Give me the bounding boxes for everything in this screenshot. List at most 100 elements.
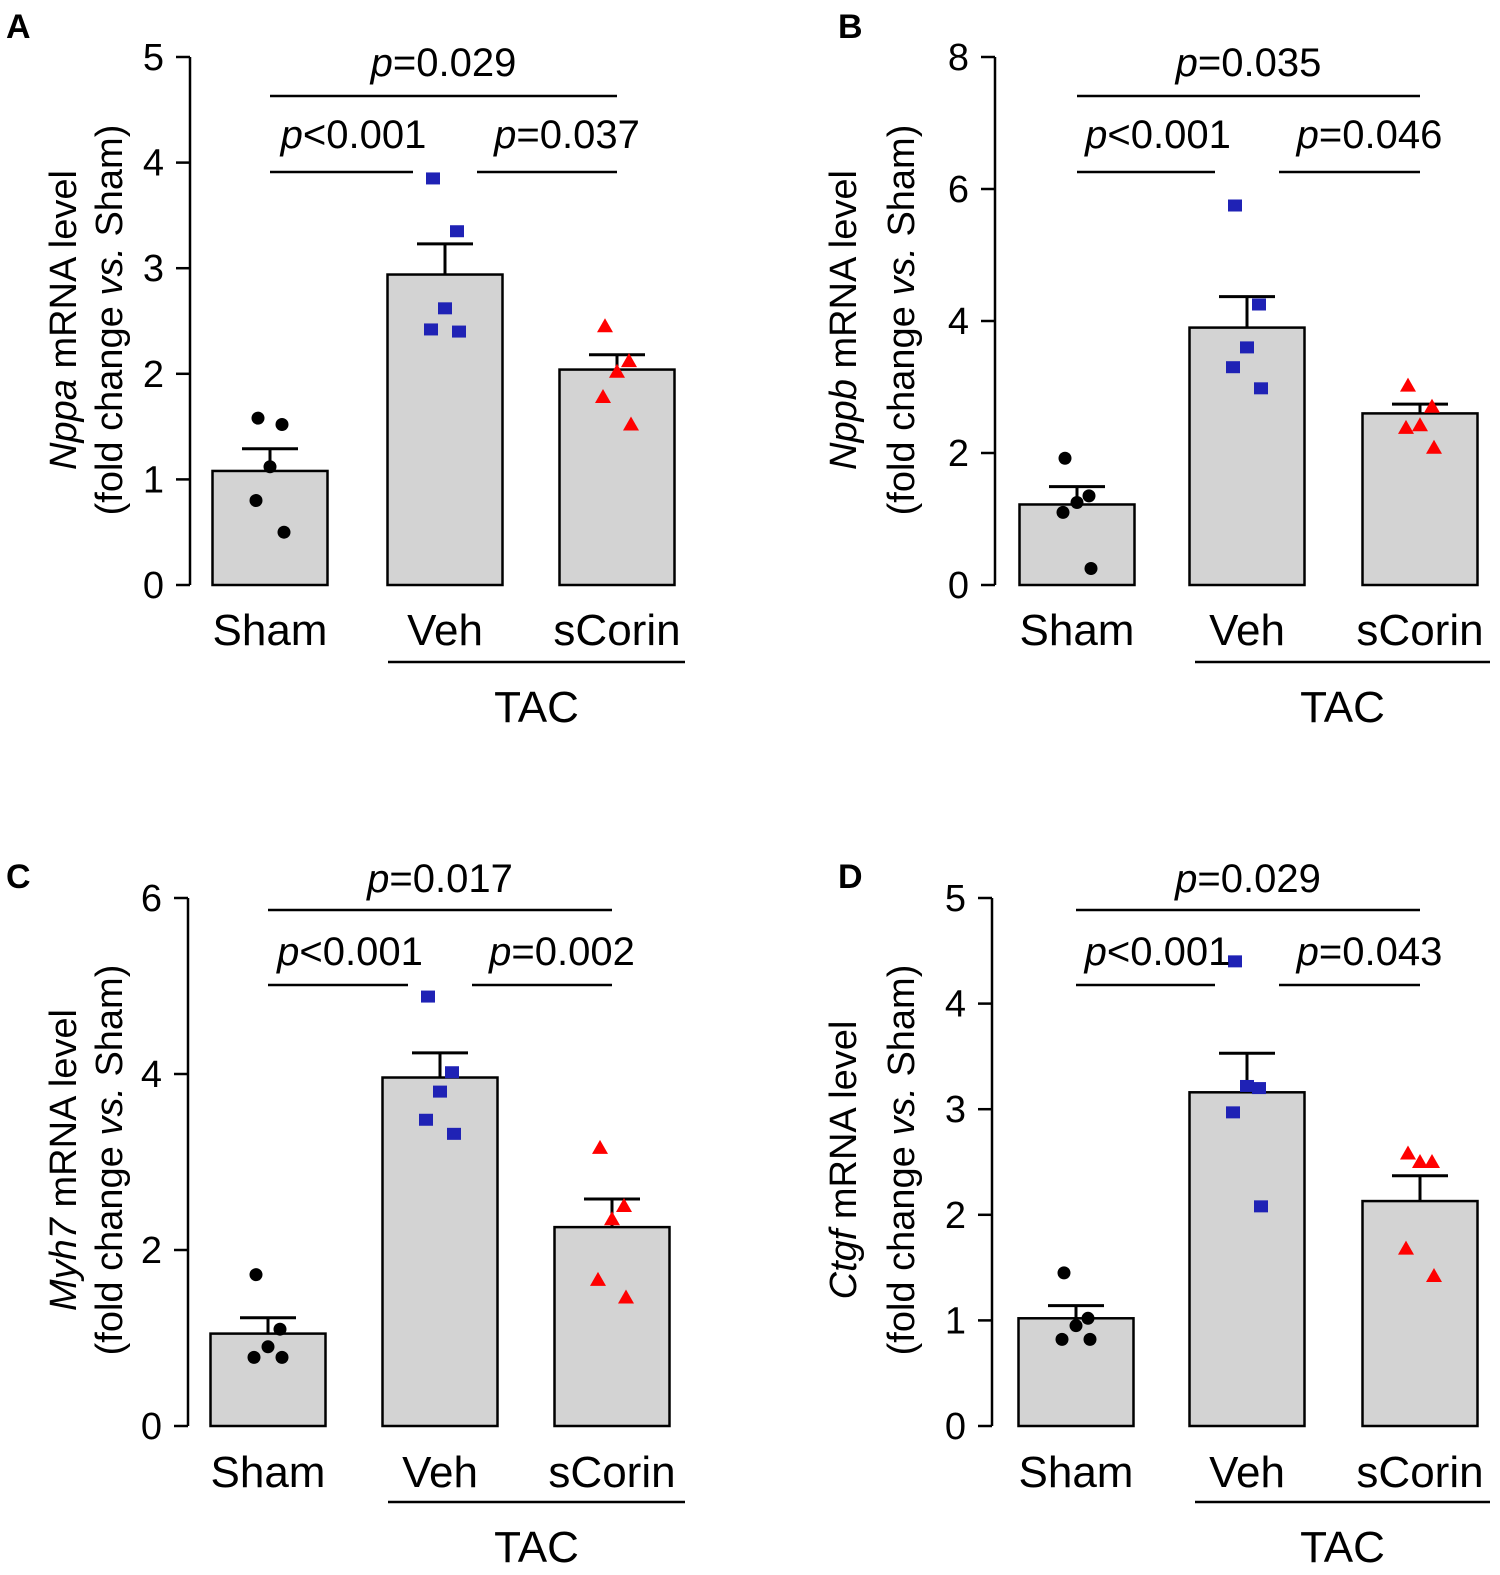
- y-axis-gene: Ctgf: [823, 1226, 865, 1299]
- y-axis-gene: Nppb: [823, 379, 865, 470]
- group-label: TAC: [494, 683, 579, 732]
- data-point: [616, 1198, 632, 1212]
- data-point: [1082, 489, 1096, 503]
- data-point: [1240, 341, 1254, 354]
- y-axis-label-line2: (fold change vs. Sham): [881, 965, 923, 1356]
- y-axis-gene: Myh7: [43, 1216, 85, 1311]
- data-point: [1412, 417, 1428, 432]
- group-label: TAC: [1300, 1523, 1385, 1572]
- y-tick-label: 8: [948, 37, 969, 79]
- y-axis-label-italic: vs.: [881, 247, 923, 296]
- y-axis-label-italic: vs.: [89, 247, 131, 296]
- y-axis-label-text: mRNA level: [43, 170, 85, 379]
- y-tick-label: 2: [143, 354, 164, 396]
- p-value: =0.029: [1197, 857, 1320, 901]
- y-axis-label-pre: (fold change: [89, 1136, 131, 1356]
- p-value: =0.017: [389, 857, 512, 901]
- y-tick-label: 2: [945, 1195, 966, 1237]
- data-point: [1070, 496, 1084, 509]
- data-point: [1398, 1240, 1414, 1255]
- p-value-label: p=0.037: [493, 113, 640, 157]
- p-value: =0.043: [1319, 930, 1442, 974]
- bar-sham: [1017, 1317, 1135, 1428]
- p-value: =0.046: [1319, 113, 1442, 157]
- y-tick-label: 4: [143, 143, 164, 185]
- p-value: <0.001: [299, 930, 422, 974]
- p-symbol: p: [366, 857, 389, 901]
- bar-veh: [1188, 326, 1306, 587]
- y-tick-label: 4: [945, 984, 966, 1026]
- y-axis-label-italic: vs.: [89, 1087, 131, 1136]
- y-axis-label-line2: (fold change vs. Sham): [89, 125, 131, 516]
- p-value-label: p=0.029: [370, 41, 517, 85]
- bar-veh: [1188, 1091, 1306, 1428]
- data-point: [277, 525, 291, 539]
- x-category-label: Sham: [211, 1448, 326, 1497]
- panel-letter: A: [6, 8, 31, 46]
- bar-scorin: [1361, 1199, 1479, 1428]
- data-point: [433, 1085, 447, 1098]
- y-axis-label-text: mRNA level: [823, 170, 865, 379]
- data-point: [1055, 1332, 1069, 1346]
- bar-sham: [211, 469, 329, 587]
- x-category-label: sCorin: [1356, 1448, 1483, 1497]
- p-value-label: p=0.002: [488, 930, 635, 974]
- y-axis-label-pre: (fold change: [881, 296, 923, 516]
- data-point: [1226, 1106, 1240, 1119]
- y-axis-label-post: Sham): [89, 125, 131, 247]
- data-point: [249, 494, 263, 508]
- p-symbol: p: [1296, 930, 1319, 974]
- data-point: [421, 990, 435, 1003]
- p-value-label: p=0.029: [1174, 857, 1321, 901]
- data-point: [424, 323, 438, 336]
- data-point: [595, 389, 611, 404]
- p-symbol: p: [1084, 930, 1107, 974]
- data-point: [426, 172, 440, 185]
- p-value: =0.035: [1198, 41, 1321, 85]
- y-axis-label: Myh7 mRNA level: [43, 1009, 85, 1311]
- data-point: [1254, 1200, 1268, 1213]
- p-symbol: p: [1175, 41, 1198, 85]
- p-symbol: p: [276, 930, 299, 974]
- x-category-label: Veh: [407, 606, 483, 655]
- panel-letter: B: [838, 8, 863, 46]
- y-tick-label: 1: [143, 459, 164, 501]
- data-point: [251, 411, 265, 425]
- panel-a: A 0 1 2 3 4 5 Nppa mRNA level(fold change vs. S…: [6, 8, 685, 732]
- x-category-label: Veh: [402, 1448, 478, 1497]
- data-point: [623, 416, 639, 431]
- bar-scorin: [1361, 412, 1479, 587]
- p-value: =0.002: [511, 930, 634, 974]
- y-axis-label-italic: vs.: [881, 1087, 923, 1136]
- data-point: [1057, 1266, 1071, 1280]
- y-tick-label: 3: [143, 248, 164, 290]
- y-axis-label-post: Sham): [881, 125, 923, 247]
- y-axis-label-text: mRNA level: [43, 1009, 85, 1218]
- y-axis-label: Ctgf mRNA level: [823, 1021, 865, 1300]
- x-category-label: Sham: [1019, 1448, 1134, 1497]
- p-value-label: p<0.001: [280, 113, 427, 157]
- data-point: [1056, 505, 1070, 519]
- y-tick-label: 4: [948, 301, 969, 343]
- data-point: [275, 1350, 289, 1364]
- p-value: =0.037: [516, 113, 639, 157]
- p-symbol: p: [1174, 857, 1197, 901]
- y-tick-label: 0: [945, 1406, 966, 1448]
- x-category-label: Veh: [1209, 606, 1285, 655]
- data-point: [447, 1127, 461, 1140]
- panel-d: D 0 1 2 3 4 5 Ctgf mRNA level (fold change vs. S…: [823, 857, 1490, 1572]
- data-point: [604, 1211, 620, 1226]
- bar-scorin: [558, 368, 676, 587]
- data-point: [419, 1113, 433, 1126]
- data-point: [1058, 451, 1072, 465]
- data-point: [1426, 1268, 1442, 1283]
- data-point: [597, 318, 613, 333]
- y-axis-label-pre: (fold change: [89, 296, 131, 516]
- data-point: [1069, 1319, 1083, 1333]
- p-symbol: p: [1296, 113, 1319, 157]
- p-symbol: p: [280, 113, 303, 157]
- p-symbol: p: [370, 41, 393, 85]
- y-axis-label: Nppa mRNA level: [43, 170, 85, 470]
- bar-veh: [386, 273, 504, 587]
- p-value: <0.001: [1107, 930, 1230, 974]
